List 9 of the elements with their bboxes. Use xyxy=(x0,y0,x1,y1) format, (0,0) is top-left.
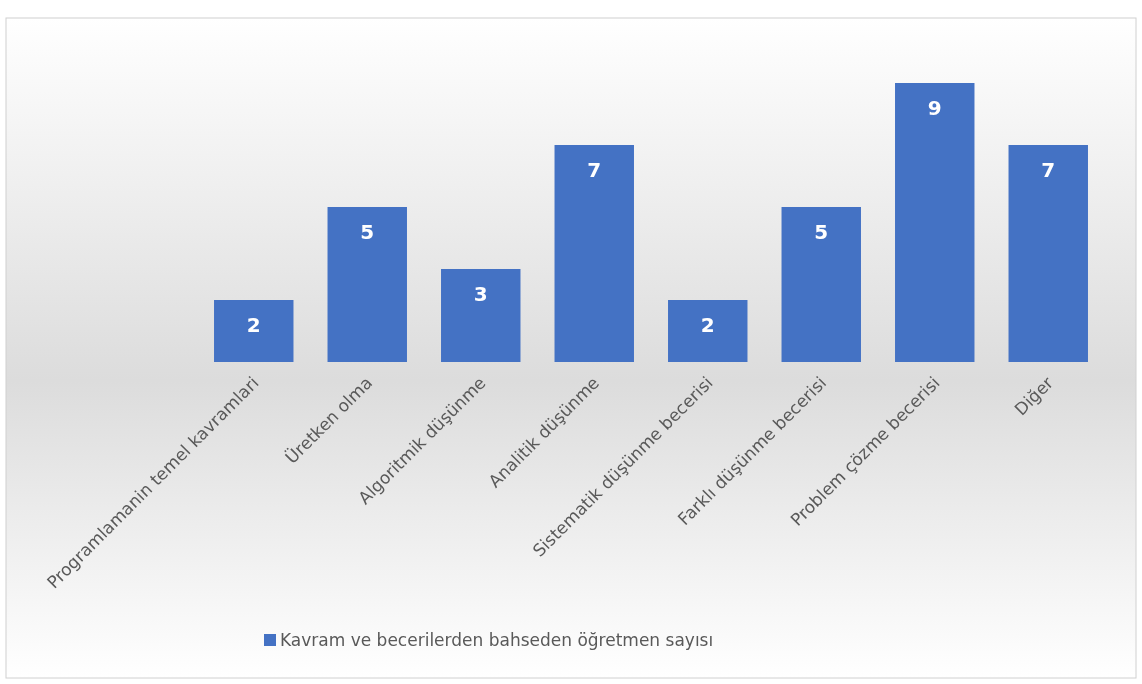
data-label: 7 xyxy=(587,158,602,182)
data-label: 9 xyxy=(927,96,942,120)
data-label: 3 xyxy=(473,282,488,306)
legend-label: Kavram ve becerilerden bahseden öğretmen sayısı xyxy=(280,630,714,650)
data-label: 7 xyxy=(1041,158,1056,182)
data-label: 2 xyxy=(700,313,715,337)
data-label: 5 xyxy=(360,220,375,244)
data-label: 5 xyxy=(814,220,829,244)
data-label: 2 xyxy=(246,313,261,337)
